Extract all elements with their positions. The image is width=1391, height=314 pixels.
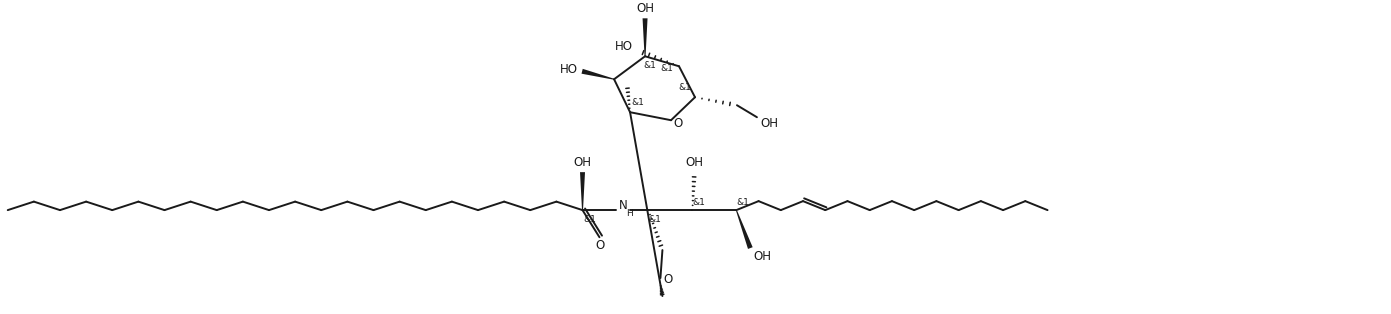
- Text: OH: OH: [759, 117, 778, 130]
- Text: &1: &1: [648, 214, 661, 224]
- Text: OH: OH: [754, 250, 772, 263]
- Text: &1: &1: [644, 61, 657, 70]
- Text: &1: &1: [691, 198, 705, 207]
- Text: &1: &1: [583, 214, 595, 224]
- Text: &1: &1: [632, 98, 644, 107]
- Text: O: O: [664, 273, 673, 285]
- Text: O: O: [673, 117, 683, 130]
- Text: O: O: [595, 239, 605, 252]
- Text: HO: HO: [615, 40, 633, 53]
- Polygon shape: [581, 69, 615, 80]
- Text: HO: HO: [561, 63, 579, 76]
- Text: &1: &1: [736, 198, 748, 207]
- Text: &1: &1: [661, 64, 673, 73]
- Text: OH: OH: [636, 2, 654, 15]
- Text: N: N: [619, 199, 627, 212]
- Text: OH: OH: [686, 156, 704, 169]
- Text: &1: &1: [679, 83, 691, 92]
- Polygon shape: [643, 18, 648, 56]
- Text: H: H: [626, 208, 633, 218]
- Text: OH: OH: [573, 156, 591, 169]
- Polygon shape: [736, 210, 753, 249]
- Polygon shape: [580, 172, 586, 210]
